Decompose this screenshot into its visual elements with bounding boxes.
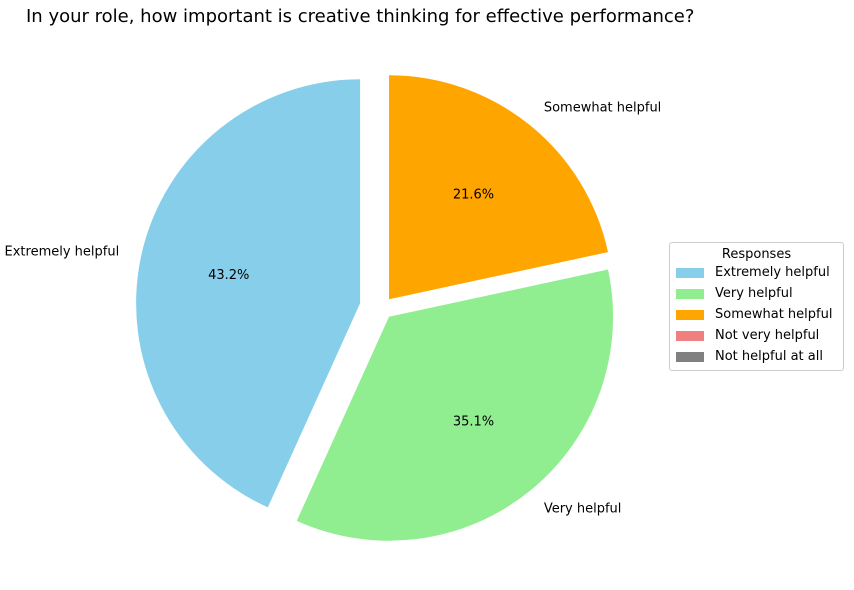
slice-category-label: Somewhat helpful [544,101,661,116]
pie-slice-extremely-helpful [136,79,361,508]
legend-swatch [676,330,704,341]
legend-swatch [676,288,704,299]
legend-swatch [676,351,704,362]
slice-category-label: Very helpful [544,501,622,516]
legend-item: Not helpful at all [676,346,843,367]
legend-swatch [676,309,704,320]
pie-slice-very-helpful [296,269,614,541]
legend-item: Extremely helpful [676,262,843,283]
legend-item: Not very helpful [676,325,843,346]
legend-label: Extremely helpful [715,265,830,280]
legend-label: Somewhat helpful [715,307,833,322]
legend-item: Very helpful [676,283,843,304]
slice-percent-label: 21.6% [453,188,494,203]
legend-swatch [676,267,704,278]
chart-title: In your role, how important is creative … [26,6,695,27]
slice-percent-label: 43.2% [208,268,249,283]
slice-category-label: Extremely helpful [5,244,120,259]
legend-item: Somewhat helpful [676,304,843,325]
legend-label: Not helpful at all [715,349,823,364]
slice-percent-label: 35.1% [453,414,494,429]
legend-label: Very helpful [715,286,793,301]
legend-title: Responses [721,247,792,262]
legend-label: Not very helpful [715,328,820,343]
pie-slice-somewhat-helpful [389,75,609,300]
legend: Responses Extremely helpful Very helpful S… [669,242,844,371]
